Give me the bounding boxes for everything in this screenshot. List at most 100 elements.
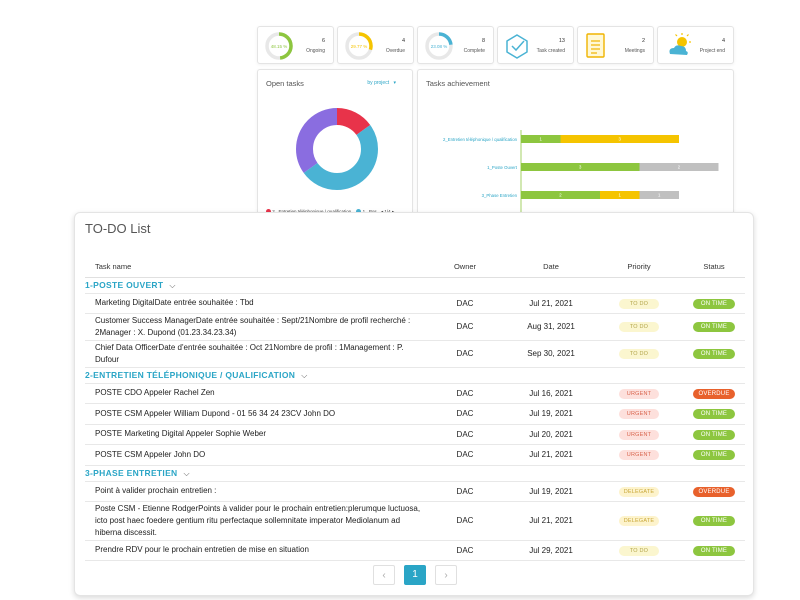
tasks-achievement-panel: Tasks achievement 2_Entretien téléphoniq… [417,69,734,226]
pagination-next-button[interactable]: › [435,565,457,585]
table-row[interactable]: POSTE CSM Appeler William Dupond - 01 56… [85,403,745,425]
tasks-created-label: Task created [536,48,565,54]
complete-pct: 23.08 % [431,44,448,49]
task-name[interactable]: Prendre RDV pour le prochain entretien d… [85,540,423,561]
tasks-achievement-chart: 2_Entretien téléphonique / qualification… [443,130,719,218]
task-date: Jul 19, 2021 [507,403,595,425]
kpi-complete: 23.08 % 8 Complete [417,26,494,64]
chevron-left-icon: ‹ [382,570,386,581]
priority-badge: TO DO [619,349,659,359]
table-row[interactable]: Prendre RDV pour le prochain entretien d… [85,540,745,561]
ongoing-label: Ongoing [306,48,325,54]
table-row[interactable]: Point à valider prochain entretien : DAC J… [85,481,745,502]
status-badge: ON TIME [693,516,735,526]
task-date: Jul 29, 2021 [507,540,595,561]
y-tick-label: 2_Entretien téléphonique / qualification [443,137,518,142]
col-priority[interactable]: Priority [595,257,683,278]
group-label: 3-PHASE ENTRETIEN [85,467,178,478]
task-name[interactable]: Customer Success ManagerDate entrée souh… [85,313,423,341]
complete-label: Complete [463,48,485,54]
task-date: Jul 19, 2021 [507,481,595,502]
task-owner: DAC [423,340,507,368]
task-date: Jul 21, 2021 [507,293,595,314]
priority-cell: TO DO [595,313,683,341]
task-date: Jul 20, 2021 [507,424,595,445]
table-row[interactable]: Chief Data OfficerDate d'entrée souhaité… [85,340,745,368]
group-header[interactable]: 3-PHASE ENTRETIEN ⌵ [85,465,745,482]
status-badge: ON TIME [693,298,735,309]
table-row[interactable]: Customer Success ManagerDate entrée souh… [85,313,745,341]
status-badge: OVERDUE [693,388,735,399]
open-tasks-donut [296,108,378,190]
task-owner: DAC [423,540,507,561]
bar-segment[interactable] [600,191,640,199]
project-end-label: Project end [699,48,725,54]
bar-value-label: 1 [619,193,622,198]
status-cell: OVERDUE [683,383,745,404]
donut-slice[interactable] [296,108,378,190]
table-row[interactable]: POSTE Marketing Digital Appeler Sophie W… [85,424,745,445]
progress-arc [265,32,293,60]
col-task-name[interactable]: Task name [85,257,423,278]
task-name[interactable]: Marketing DigitalDate entrée souhaitée :… [85,293,423,314]
progress-arc [425,32,453,60]
task-date: Jul 16, 2021 [507,383,595,404]
priority-badge: DELEGATE [619,486,659,497]
task-name[interactable]: POSTE CSM Appeler William Dupond - 01 56… [85,403,423,425]
legend-prev-icon[interactable]: ◂ [381,209,383,214]
table-row[interactable]: Poste CSM - Etienne RodgerPoints à valid… [85,501,745,541]
bar-segment[interactable] [560,135,680,143]
bar-segment[interactable] [639,191,680,199]
open-tasks-filter[interactable]: by project ▾ [367,80,396,86]
chevron-down-icon[interactable]: ⌵ [301,370,308,380]
pagination-prev-button[interactable]: ‹ [373,565,395,585]
chevron-down-icon[interactable]: ⌵ [183,468,190,478]
group-row[interactable]: 2-ENTRETIEN TÉLÉPHONIQUE / QUALIFICATION… [85,367,745,384]
task-owner: DAC [423,481,507,502]
overdue-label: Overdue [385,48,405,54]
donut-slice[interactable] [296,108,378,190]
table-row[interactable]: POSTE CDO Appeler Rachel Zen DAC Jul 16, 2… [85,383,745,404]
col-owner[interactable]: Owner [423,257,507,278]
overdue-pct: 29.77 % [351,44,368,49]
group-header[interactable]: 2-ENTRETIEN TÉLÉPHONIQUE / QUALIFICATION… [85,367,745,384]
bar-segment[interactable] [639,163,719,171]
ongoing-progress-ring: 48.15 % [265,32,293,60]
priority-cell: TO DO [595,540,683,561]
task-name[interactable]: POSTE Marketing Digital Appeler Sophie W… [85,424,423,445]
bar-segment[interactable] [521,191,600,199]
status-cell: ON TIME [683,313,745,341]
task-name[interactable]: Point à valider prochain entretien : [85,481,423,502]
task-name[interactable]: POSTE CDO Appeler Rachel Zen [85,383,423,404]
weather-icon [669,33,691,55]
status-badge: ON TIME [693,429,735,440]
col-status[interactable]: Status [683,257,745,278]
chevron-down-icon[interactable]: ⌵ [169,280,176,290]
legend-next-icon[interactable]: ▸ [392,209,394,214]
status-cell: ON TIME [683,540,745,561]
status-badge: ON TIME [693,450,735,460]
group-row[interactable]: 1-POSTE OUVERT ⌵ [85,277,745,294]
bar-segment[interactable] [521,135,561,143]
pagination-page-1[interactable]: 1 [404,565,426,585]
table-row[interactable]: POSTE CSM Appeler John DO DAC Jul 21, 2021… [85,444,745,466]
legend-pager: 1/4 [384,209,390,214]
table-row[interactable]: Marketing DigitalDate entrée souhaitée :… [85,293,745,314]
y-tick-label: 1_Poste Ouvert [487,165,518,170]
group-header[interactable]: 1-POSTE OUVERT ⌵ [85,277,745,294]
task-name[interactable]: Poste CSM - Etienne RodgerPoints à valid… [85,501,423,541]
task-date: Jul 21, 2021 [507,444,595,466]
task-name[interactable]: POSTE CSM Appeler John DO [85,444,423,466]
task-owner: DAC [423,313,507,341]
task-owner: DAC [423,424,507,445]
task-date: Sep 30, 2021 [507,340,595,368]
priority-badge: URGENT [619,450,659,460]
task-name[interactable]: Chief Data OfficerDate d'entrée souhaité… [85,340,423,368]
group-row[interactable]: 3-PHASE ENTRETIEN ⌵ [85,465,745,482]
task-owner: DAC [423,383,507,404]
status-cell: ON TIME [683,501,745,541]
col-date[interactable]: Date [507,257,595,278]
bar-segment[interactable] [521,163,640,171]
priority-badge: URGENT [619,429,659,440]
meetings-label: Meetings [624,48,645,54]
